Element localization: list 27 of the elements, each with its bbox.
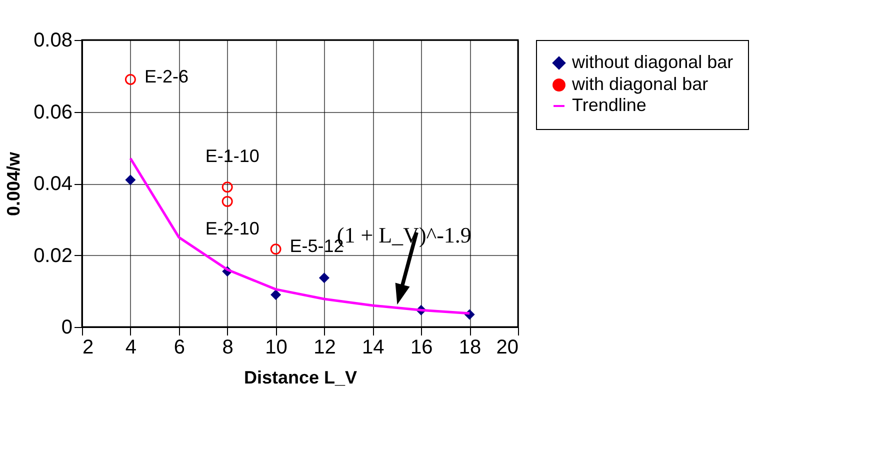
x-tick-label: 20 (496, 336, 518, 358)
legend-label: Trendline (572, 95, 646, 115)
x-tick-label: 2 (82, 336, 94, 358)
x-tick-label: 4 (125, 336, 137, 358)
legend-label: without diagonal bar (571, 52, 734, 72)
x-tick-label: 16 (410, 336, 433, 358)
point (318, 272, 330, 284)
point (270, 289, 282, 300)
y-tick-label: 0.06 (34, 101, 72, 124)
x-tick-label: 8 (222, 336, 234, 358)
y-axis-title: 0.004/w (4, 150, 24, 216)
x-tick-label: 18 (458, 336, 482, 358)
x-axis-title: Distance L_V (244, 368, 358, 388)
point (270, 244, 282, 255)
point (222, 182, 233, 193)
y-tick-label: 0 (61, 316, 72, 338)
y-tick-label: 0.04 (34, 173, 72, 195)
x-tick-label: 12 (314, 336, 336, 358)
legend-label: with diagonal bar (571, 74, 708, 94)
y-tick-label: 0.08 (34, 30, 72, 52)
x-tick-label: 6 (174, 336, 185, 358)
point (124, 74, 136, 85)
x-tick-label: 14 (362, 336, 384, 358)
x-tick-label: 10 (265, 336, 288, 358)
point (125, 174, 136, 186)
point (222, 196, 233, 207)
y-tick-label: 0.02 (34, 244, 72, 267)
